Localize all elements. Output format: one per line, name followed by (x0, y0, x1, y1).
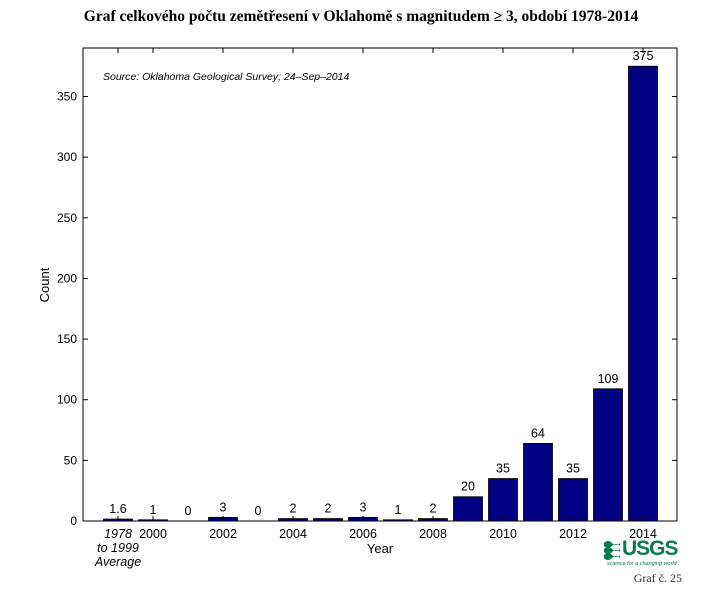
x-tick-label-line: 2014 (629, 527, 657, 541)
bar-2014 (628, 65, 658, 522)
bar-value-label: 35 (566, 462, 580, 476)
bar-value-label: 1 (150, 503, 157, 517)
bar-2013 (593, 388, 623, 522)
source-annotation: Source: Oklahoma Geological Survey; 24–S… (103, 71, 349, 83)
x-tick-label: 2012 (559, 527, 587, 541)
x-tick-label: 2008 (419, 527, 447, 541)
usgs-logo-text: USGS (622, 537, 679, 560)
y-tick-label: 250 (57, 211, 77, 225)
x-tick-label: 2002 (209, 527, 237, 541)
x-tick-label: 2014 (629, 527, 657, 541)
bar-value-label: 2 (325, 502, 332, 516)
x-tick-label: 2010 (489, 527, 517, 541)
x-tick-label-line: 2000 (139, 527, 167, 541)
x-tick-label-line: 2006 (349, 527, 377, 541)
bar-2010 (488, 478, 518, 522)
y-tick-label: 0 (70, 514, 77, 528)
bar-value-label: 2 (290, 502, 297, 516)
bar-value-label: 20 (461, 480, 475, 494)
bar-value-label: 0 (185, 504, 192, 518)
usgs-wave-icon (604, 541, 620, 560)
figure-caption: Graf č. 25 (633, 571, 682, 585)
y-tick-label: 50 (64, 453, 78, 467)
x-tick-label-line: 2002 (209, 527, 237, 541)
x-tick-label: 2004 (279, 527, 307, 541)
x-tick-label: 2006 (349, 527, 377, 541)
bar-value-label: 3 (360, 500, 367, 514)
x-tick-label-line: 1978 (104, 527, 132, 541)
bar-2011 (523, 442, 553, 522)
page-title: Graf celkového počtu zemětřesení v Oklah… (83, 8, 639, 25)
x-tick-label-line: Average (94, 555, 141, 569)
x-tick-label: 2000 (139, 527, 167, 541)
plot-area (82, 47, 678, 522)
usgs-logo-tagline: science for a changing world (607, 561, 677, 567)
y-tick-label: 350 (57, 90, 77, 104)
bar-value-label: 3 (220, 500, 227, 514)
x-tick-label-line: to 1999 (97, 541, 139, 555)
bar-2009 (453, 496, 483, 522)
bar-value-label: 1 (395, 503, 402, 517)
usgs-logo: USGS science for a changing world (604, 537, 684, 571)
y-axis-label: Count (37, 267, 52, 302)
bar-2005 (313, 518, 343, 522)
y-tick-label: 200 (57, 271, 77, 285)
x-tick-label-line: 2012 (559, 527, 587, 541)
bar-value-label: 109 (598, 372, 619, 386)
y-tick-label: 100 (57, 393, 77, 407)
y-tick-label: 150 (57, 332, 77, 346)
bar-value-label: 35 (496, 462, 510, 476)
bar-value-label: 375 (633, 49, 654, 63)
bar-2007 (383, 519, 413, 522)
bar-value-label: 64 (531, 426, 545, 440)
bar-value-label: 2 (430, 502, 437, 516)
bar-value-label: 0 (255, 504, 262, 518)
bar-2012 (558, 478, 588, 522)
bar-value-label: 1.6 (109, 502, 126, 516)
x-tick-label-line: 2008 (419, 527, 447, 541)
y-tick-label: 300 (57, 150, 77, 164)
x-axis-label: Year (367, 541, 394, 556)
x-tick-label-line: 2004 (279, 527, 307, 541)
x-tick-label-line: 2010 (489, 527, 517, 541)
x-tick-label: 1978 to 1999 Average (94, 527, 141, 569)
